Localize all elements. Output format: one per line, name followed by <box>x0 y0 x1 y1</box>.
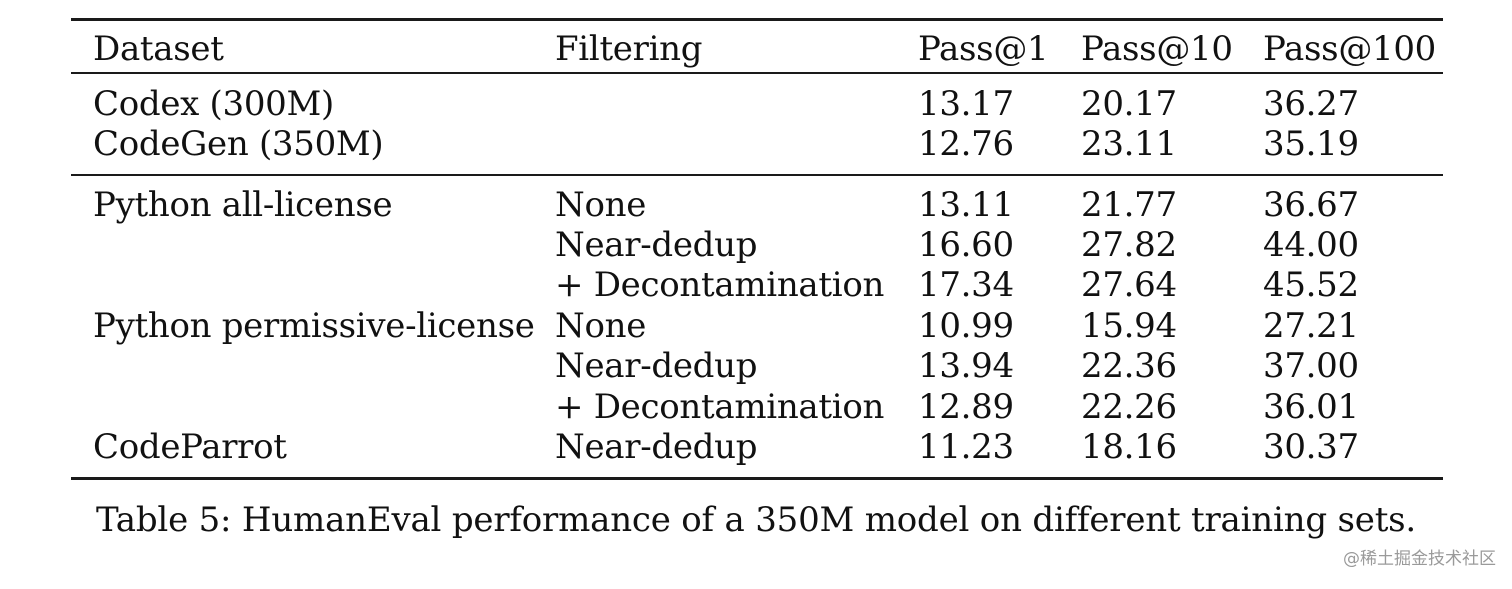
cell-pass10: 22.26 <box>1081 387 1177 427</box>
header-rule <box>71 72 1443 74</box>
cell-pass10: 20.17 <box>1081 84 1177 124</box>
cell-pass1: 11.23 <box>918 427 1014 467</box>
cell-pass100: 36.01 <box>1263 387 1359 427</box>
top-rule <box>71 18 1443 21</box>
watermark: @稀土掘金技术社区 <box>1343 549 1496 569</box>
cell-pass10: 27.64 <box>1081 265 1177 305</box>
cell-filtering: + Decontamination <box>555 387 885 427</box>
cell-pass100: 36.67 <box>1263 185 1359 225</box>
cell-filtering: Near-dedup <box>555 427 758 467</box>
cell-pass100: 35.19 <box>1263 124 1359 164</box>
cell-pass1: 16.60 <box>918 225 1014 265</box>
cell-pass10: 15.94 <box>1081 306 1177 346</box>
header-dataset: Dataset <box>93 29 224 69</box>
cell-pass1: 17.34 <box>918 265 1014 305</box>
cell-pass10: 22.36 <box>1081 346 1177 386</box>
cell-dataset: CodeParrot <box>93 427 287 467</box>
cell-pass10: 18.16 <box>1081 427 1177 467</box>
cell-filtering: None <box>555 185 647 225</box>
cell-pass1: 12.89 <box>918 387 1014 427</box>
cell-pass1: 13.17 <box>918 84 1014 124</box>
cell-filtering: + Decontamination <box>555 265 885 305</box>
cell-dataset: CodeGen (350M) <box>93 124 384 164</box>
cell-pass1: 13.11 <box>918 185 1014 225</box>
cell-pass1: 12.76 <box>918 124 1014 164</box>
cell-dataset: Python all-license <box>93 185 393 225</box>
cell-filtering: None <box>555 306 647 346</box>
cell-pass100: 27.21 <box>1263 306 1359 346</box>
cell-dataset: Python permissive-license <box>93 306 535 346</box>
cell-dataset: Codex (300M) <box>93 84 334 124</box>
header-pass10: Pass@10 <box>1081 29 1233 69</box>
header-filtering: Filtering <box>555 29 703 69</box>
cell-filtering: Near-dedup <box>555 346 758 386</box>
cell-filtering: Near-dedup <box>555 225 758 265</box>
cell-pass100: 30.37 <box>1263 427 1359 467</box>
section-rule <box>71 174 1443 176</box>
cell-pass10: 21.77 <box>1081 185 1177 225</box>
header-pass1: Pass@1 <box>918 29 1049 69</box>
header-pass100: Pass@100 <box>1263 29 1437 69</box>
cell-pass1: 13.94 <box>918 346 1014 386</box>
cell-pass100: 37.00 <box>1263 346 1359 386</box>
cell-pass100: 44.00 <box>1263 225 1359 265</box>
cell-pass10: 27.82 <box>1081 225 1177 265</box>
cell-pass1: 10.99 <box>918 306 1014 346</box>
cell-pass10: 23.11 <box>1081 124 1177 164</box>
table-caption: Table 5: HumanEval performance of a 350M… <box>95 500 1417 540</box>
cell-pass100: 45.52 <box>1263 265 1359 305</box>
cell-pass100: 36.27 <box>1263 84 1359 124</box>
bottom-rule <box>71 477 1443 480</box>
